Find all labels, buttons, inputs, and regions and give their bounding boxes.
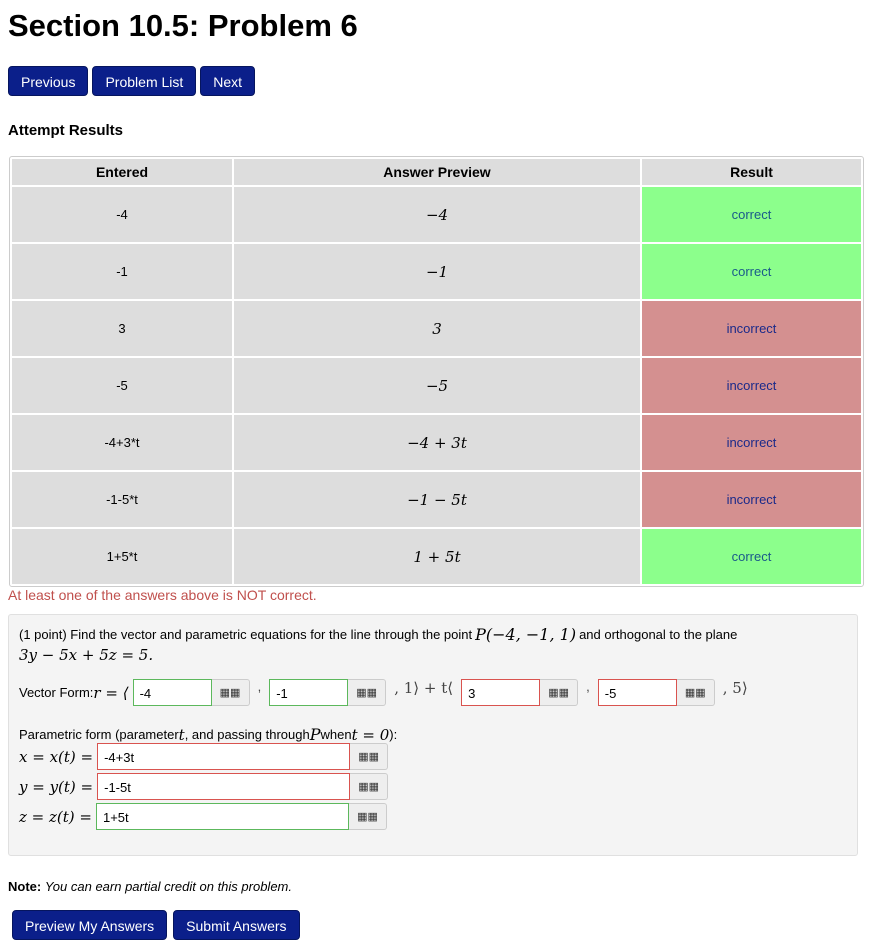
result-cell: correct: [642, 187, 861, 242]
result-cell: incorrect: [642, 472, 861, 527]
problem-box: (1 point) Find the vector and parametric…: [8, 614, 858, 856]
entered-cell: -4+3*t: [12, 415, 232, 470]
vector-input-2[interactable]: -1: [269, 679, 349, 706]
grid-icon[interactable]: ▦▦: [676, 679, 715, 706]
vector-input-3[interactable]: 3: [461, 679, 541, 706]
preview-cell: −1 − 5t: [234, 472, 640, 527]
result-cell: correct: [642, 529, 861, 584]
col-entered: Entered: [12, 159, 232, 185]
param-input-2[interactable]: -1-5t: [97, 773, 351, 800]
result-row: 3 3 incorrect: [12, 301, 861, 356]
param-input-1[interactable]: -4+3t: [97, 743, 351, 770]
param-eq-label: x = x(t) =: [19, 747, 94, 766]
result-row: -1-5*t −1 − 5t incorrect: [12, 472, 861, 527]
param-eq-label: z = z(t) =: [19, 807, 92, 826]
separator: ,: [257, 679, 262, 694]
note-label: Note:: [8, 879, 42, 894]
result-row: 1+5*t 1 + 5t correct: [12, 529, 861, 584]
problem-nav: Previous Problem List Next: [8, 66, 256, 96]
vector-form-row: Vector Form: r = ⟨ -4 ▦▦, -1 ▦▦, 1⟩ + t⟨ 3 ▦▦…: [19, 679, 756, 706]
entered-cell: -5: [12, 358, 232, 413]
grid-icon[interactable]: ▦▦: [350, 773, 389, 800]
entered-cell: -4: [12, 187, 232, 242]
grid-icon[interactable]: ▦▦: [348, 679, 387, 706]
statement-text-2: and orthogonal to the plane: [579, 627, 738, 642]
parametric-row: x = x(t) = -4+3t ▦▦: [19, 743, 389, 770]
preview-cell: 1 + 5t: [234, 529, 640, 584]
parametric-row: y = y(t) = -1-5t ▦▦: [19, 773, 389, 800]
plane-equation: 3y − 5x + 5z = 5.: [19, 646, 154, 664]
preview-cell: 3: [234, 301, 640, 356]
entered-cell: 3: [12, 301, 232, 356]
result-cell: correct: [642, 244, 861, 299]
result-cell: incorrect: [642, 301, 861, 356]
vector-input-4[interactable]: -5: [597, 679, 677, 706]
param-text-mid: , and passing through: [184, 727, 310, 742]
param-input-3[interactable]: 1+5t: [95, 803, 349, 830]
separator: , 5⟩: [722, 679, 748, 697]
r-equals: r = ⟨: [93, 683, 129, 702]
point-math: P(−4, −1, 1): [475, 625, 577, 644]
col-preview: Answer Preview: [234, 159, 640, 185]
attempt-results-table: Entered Answer Preview Result -4 −4 correc…: [9, 156, 864, 587]
vector-input-1[interactable]: -4: [132, 679, 212, 706]
preview-cell: −5: [234, 358, 640, 413]
result-cell: incorrect: [642, 415, 861, 470]
result-row: -1 −1 correct: [12, 244, 861, 299]
result-cell: incorrect: [642, 358, 861, 413]
next-button[interactable]: Next: [200, 66, 256, 96]
note: Note: You can earn partial credit on thi…: [8, 879, 292, 894]
separator: , 1⟩ + t⟨: [394, 679, 454, 697]
parametric-row: z = z(t) = 1+5t ▦▦: [19, 803, 387, 830]
grid-icon[interactable]: ▦▦: [350, 743, 389, 770]
attempt-results-heading: Attempt Results: [8, 122, 124, 139]
param-end: ):: [389, 727, 398, 742]
statement-text: (1 point) Find the vector and parametric…: [19, 627, 473, 642]
param-text: Parametric form (parameter: [19, 727, 179, 742]
grid-icon[interactable]: ▦▦: [348, 803, 387, 830]
param-t0: t = 0: [351, 725, 390, 744]
result-row: -4+3*t −4 + 3t incorrect: [12, 415, 861, 470]
entered-cell: -1: [12, 244, 232, 299]
submit-answers-button[interactable]: Submit Answers: [173, 910, 300, 940]
preview-cell: −1: [234, 244, 640, 299]
entered-cell: -1-5*t: [12, 472, 232, 527]
vector-form-label: Vector Form:: [19, 685, 94, 700]
problem-list-button[interactable]: Problem List: [92, 66, 197, 96]
preview-answers-button[interactable]: Preview My Answers: [12, 910, 168, 940]
col-result: Result: [642, 159, 861, 185]
grid-icon[interactable]: ▦▦: [211, 679, 250, 706]
preview-cell: −4 + 3t: [234, 415, 640, 470]
page-title: Section 10.5: Problem 6: [8, 8, 358, 43]
note-text: You can earn partial credit on this prob…: [44, 879, 292, 894]
param-t: t: [178, 725, 185, 744]
param-P: P: [309, 725, 321, 744]
grid-icon[interactable]: ▦▦: [540, 679, 579, 706]
problem-statement: (1 point) Find the vector and parametric…: [19, 625, 737, 644]
entered-cell: 1+5*t: [12, 529, 232, 584]
result-row: -4 −4 correct: [12, 187, 861, 242]
param-eq-label: y = y(t) =: [19, 777, 94, 796]
previous-button[interactable]: Previous: [8, 66, 89, 96]
separator: ,: [586, 679, 590, 694]
warning-message: At least one of the answers above is NOT…: [8, 587, 317, 603]
preview-cell: −4: [234, 187, 640, 242]
result-row: -5 −5 incorrect: [12, 358, 861, 413]
param-when: when: [320, 727, 352, 742]
parametric-label: Parametric form (parameter t, and passin…: [19, 725, 397, 744]
